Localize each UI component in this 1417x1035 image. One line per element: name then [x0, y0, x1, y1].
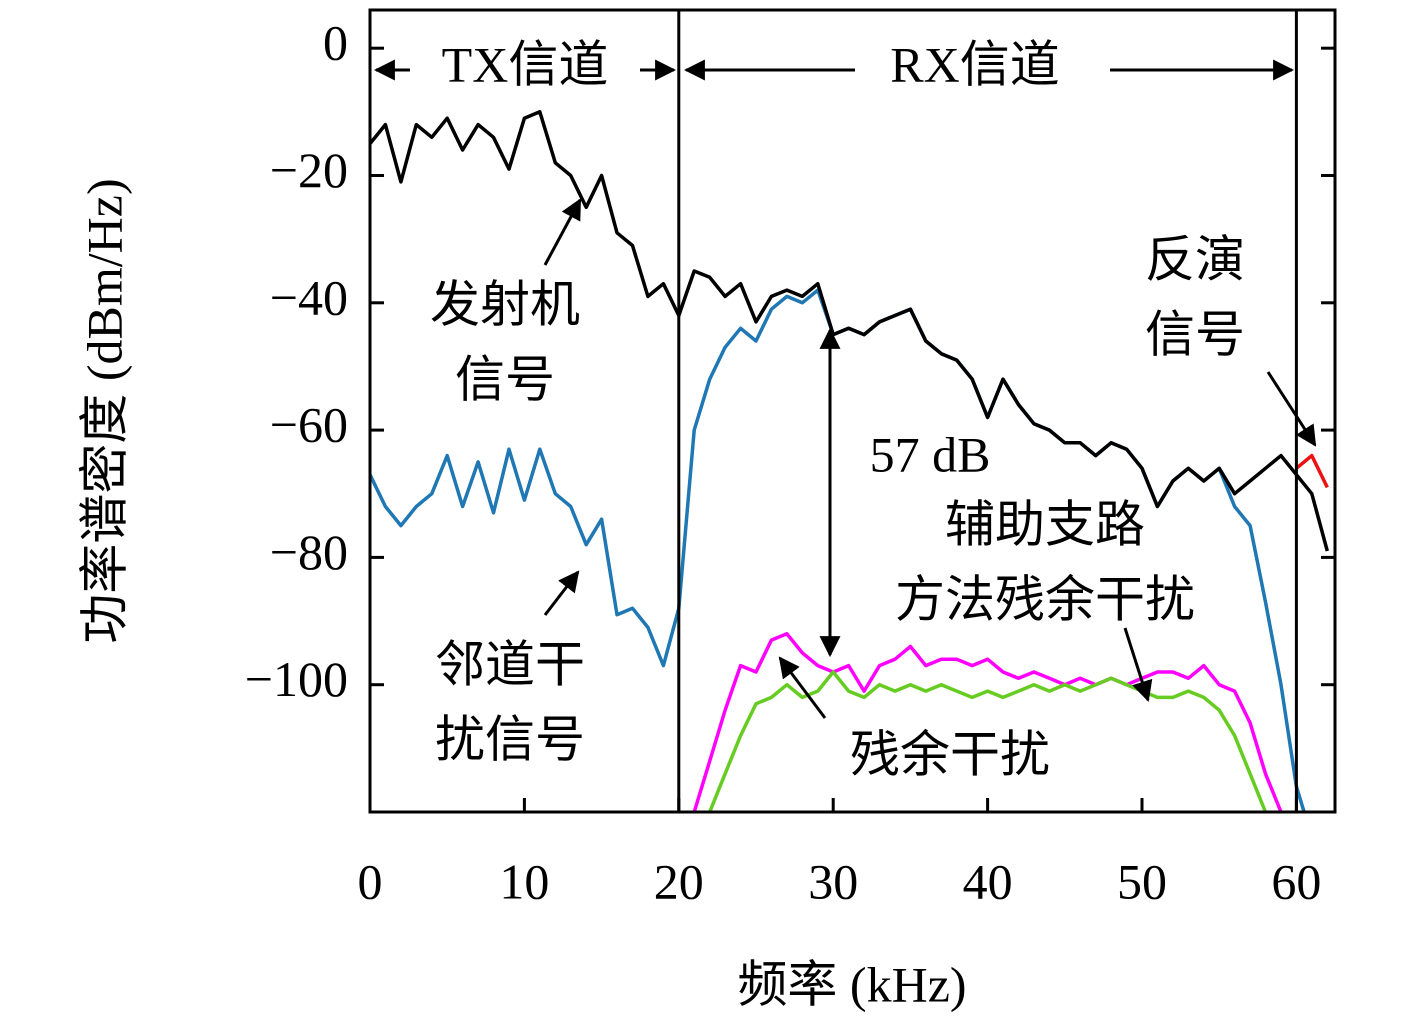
plot-frame: [368, 8, 1337, 814]
x-tick-label: 60: [1271, 853, 1321, 909]
plot-area: [370, 110, 1329, 812]
annotation: 邻道干: [435, 636, 585, 692]
annotation: 方法残余干扰: [895, 571, 1195, 627]
y-tick-label: −60: [270, 397, 348, 453]
y-tick-label: 0: [323, 15, 348, 71]
arrow: [1123, 627, 1153, 703]
y-tick-label: −80: [270, 524, 348, 580]
arrow: [543, 198, 582, 266]
annotation: 残余干扰: [850, 726, 1050, 782]
x-tick-label: 30: [808, 853, 858, 909]
series-line: [692, 632, 1283, 812]
series-line: [370, 110, 1329, 552]
x-tick-label: 50: [1117, 853, 1167, 909]
annotation: 信号: [455, 351, 555, 407]
series-line: [708, 670, 1268, 812]
y-tick-label: −20: [270, 142, 348, 198]
annotation: 发射机: [430, 276, 580, 332]
annotation: 信号: [1145, 306, 1245, 362]
arrow: [778, 656, 827, 719]
x-tick-label: 0: [358, 853, 383, 909]
annotation: RX信道: [890, 36, 1059, 92]
series-line: [1295, 453, 1329, 489]
annotation: 57 dB: [870, 426, 991, 482]
x-tick-label: 10: [499, 853, 549, 909]
annotation: TX信道: [442, 36, 609, 92]
x-tick-label: 20: [654, 853, 704, 909]
arrow: [543, 570, 580, 616]
x-tick-label: 40: [963, 853, 1013, 909]
y-axis-label: 功率谱密度 (dBm/Hz): [76, 178, 132, 643]
annotation: 扰信号: [435, 711, 585, 767]
x-axis-label: 频率 (kHz): [737, 956, 966, 1012]
arrow: [1266, 371, 1317, 447]
y-tick-label: −100: [245, 651, 348, 707]
y-tick-label: −40: [270, 269, 348, 325]
annotation: 辅助支路: [945, 496, 1145, 552]
annotation: 反演: [1145, 231, 1245, 287]
